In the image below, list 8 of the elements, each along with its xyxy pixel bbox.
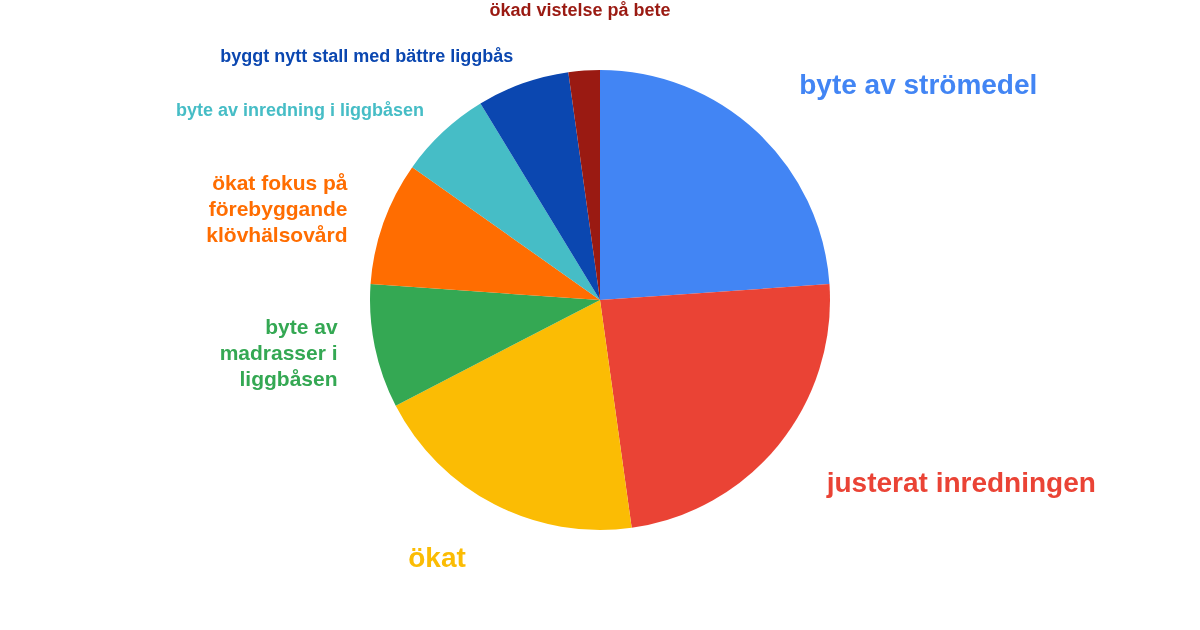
slice-label: byggt nytt stall med bättre liggbås — [220, 45, 514, 66]
slice-label: ökat fokus på förebyggande klövhälsovård — [206, 170, 348, 247]
slice-label: ökat — [408, 542, 466, 574]
slice-label: byte av madrasser i liggbåsen — [219, 314, 338, 391]
slice-label: byte av strömedel — [799, 69, 1038, 101]
slice-label: ökad vistelse på bete — [489, 0, 671, 20]
slice-label: byte av inredning i liggbåsen — [175, 100, 424, 121]
slice-label: justerat inredningen — [825, 466, 1096, 498]
